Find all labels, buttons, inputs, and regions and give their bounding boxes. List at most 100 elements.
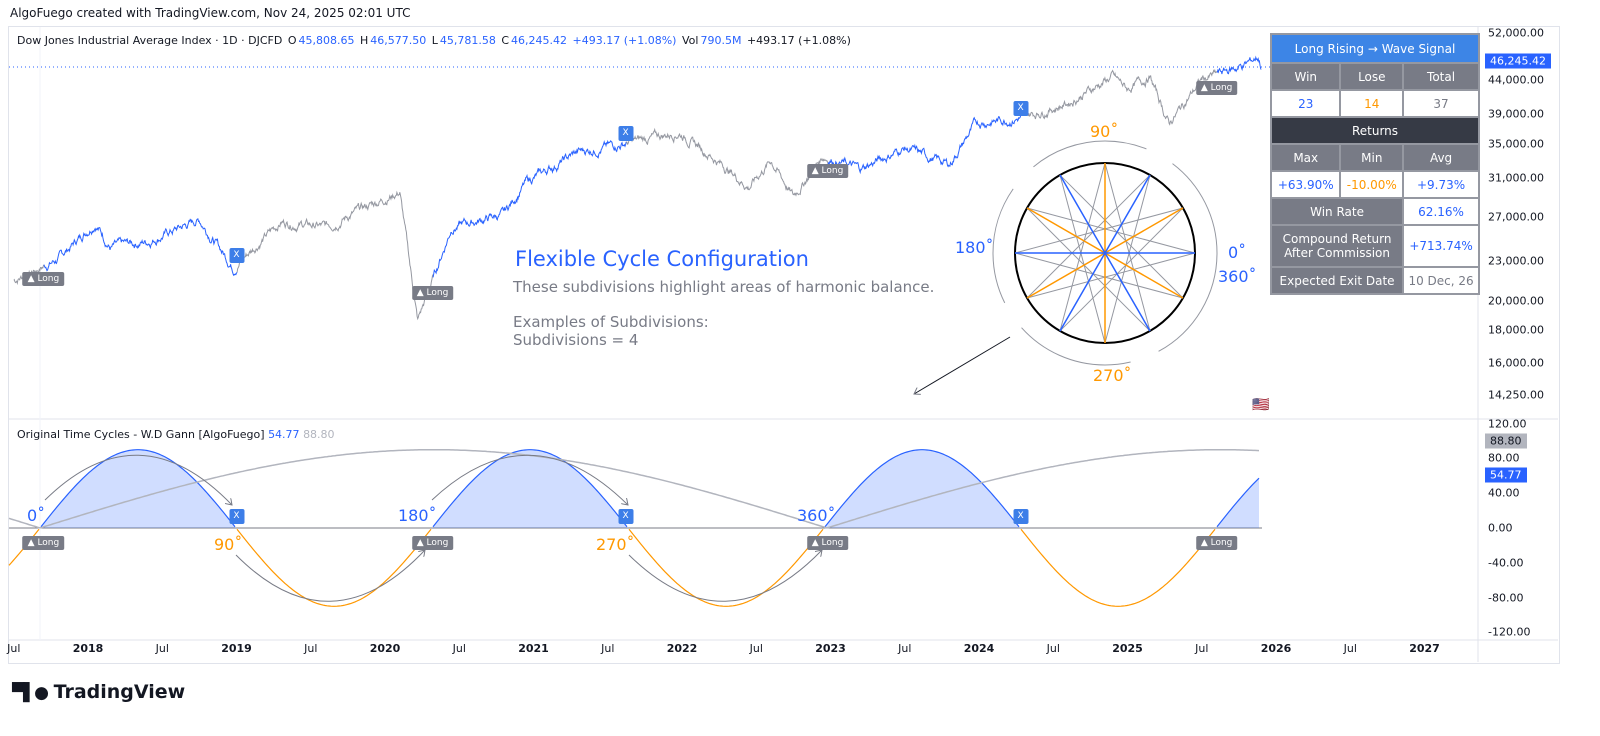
annotation-line-1: Examples of Subdivisions: — [513, 313, 709, 331]
exit-date-value: 10 Dec, 26 — [1402, 266, 1480, 295]
high-value: 46,577.50 — [370, 34, 427, 47]
cycle-label-360: 360˚ — [797, 506, 836, 525]
chart-credit: AlgoFuego created with TradingView.com, … — [10, 6, 411, 20]
circle-chord — [1026, 207, 1151, 332]
max-header: Max — [1269, 143, 1342, 172]
cycle-label-0: 0˚ — [27, 506, 46, 525]
oscillator-tick-label: -80.00 — [1488, 591, 1524, 605]
chart-frame — [8, 26, 1560, 664]
oscillator-tick-label: 80.00 — [1488, 451, 1520, 465]
exit-signal-marker[interactable]: X — [618, 126, 634, 142]
exit-date-label: Expected Exit Date — [1269, 266, 1405, 295]
compound-label-1: Compound Return — [1282, 232, 1392, 246]
long-signal-marker[interactable]: ▲ Long — [22, 272, 65, 287]
open-label: O — [287, 34, 297, 47]
time-tick-label: 2024 — [963, 642, 995, 655]
cycle-label-270: 270˚ — [596, 535, 635, 554]
price-segment — [827, 114, 1022, 175]
time-tick-label: Jul — [7, 642, 21, 655]
oscillator-exit-marker[interactable]: X — [618, 509, 634, 524]
price-segment — [626, 127, 829, 197]
us-flag-icon[interactable]: 🇺🇸 — [1252, 397, 1270, 413]
fast-cycle-fill — [825, 449, 1019, 528]
winrate-value: 62.16% — [1402, 197, 1480, 226]
tradingview-logo[interactable]: ▀▌● TradingView — [12, 681, 186, 703]
winrate-label: Win Rate — [1269, 197, 1405, 226]
price-tick-label: 23,000.00 — [1488, 254, 1544, 268]
symbol-name[interactable]: Dow Jones Industrial Average Index · 1D … — [17, 34, 283, 47]
symbol-legend: Dow Jones Industrial Average Index · 1D … — [17, 34, 853, 47]
oscillator-exit-marker[interactable]: X — [229, 509, 244, 524]
price-tick-label: 27,000.00 — [1488, 210, 1544, 223]
fast-cycle-positive — [1216, 477, 1260, 528]
time-tick-label: 2025 — [1112, 642, 1143, 655]
table-title: Long Rising → Wave Signal — [1270, 33, 1480, 64]
exit-signal-marker[interactable]: X — [229, 247, 244, 263]
oscillator-tick-label: -120.00 — [1488, 625, 1531, 639]
price-segment — [432, 139, 627, 278]
circle-label-0: 0˚ — [1228, 243, 1247, 262]
compound-value: +713.74% — [1402, 224, 1480, 268]
circle-label-180: 180˚ — [955, 238, 994, 257]
oscillator-long-marker[interactable]: ▲ Long — [1195, 536, 1238, 550]
annotation-title: Flexible Cycle Configuration — [515, 247, 809, 271]
price-tick-label: 16,000.00 — [1488, 356, 1544, 370]
fast-cycle-positive — [40, 449, 236, 528]
exit-signal-marker[interactable]: X — [1013, 100, 1029, 116]
circle-chord — [1104, 174, 1151, 344]
annotation-line-2: Subdivisions = 4 — [513, 331, 639, 349]
oscillator-value-2: 88.80 — [303, 428, 335, 441]
time-tick-label: 2019 — [221, 642, 252, 655]
fast-cycle-fill — [41, 449, 235, 528]
time-tick-label: Jul — [898, 642, 912, 655]
price-segment — [1020, 68, 1218, 126]
avg-value: +9.73% — [1402, 170, 1480, 199]
time-tick-label: 2026 — [1260, 642, 1292, 655]
oscillator-long-marker[interactable]: ▲ Long — [22, 536, 65, 550]
oscillator-long-marker[interactable]: ▲ Long — [411, 536, 454, 550]
price-segment — [236, 190, 434, 321]
fast-cycle-positive — [432, 449, 628, 528]
time-tick-label: Jul — [1195, 642, 1209, 655]
oscillator-long-marker[interactable]: ▲ Long — [806, 536, 849, 550]
last-price-tag: 46,245.42 — [1485, 53, 1551, 69]
cycle-arrow — [44, 454, 232, 505]
fast-cycle-fill — [433, 449, 627, 528]
min-header: Min — [1339, 143, 1405, 172]
oscillator-tag-2: 88.80 — [1485, 433, 1527, 449]
circle-chord — [1026, 207, 1196, 254]
long-signal-marker[interactable]: ▲ Long — [411, 286, 454, 301]
time-tick-label: Jul — [452, 642, 466, 655]
price-tick-label: 14,250.00 — [1488, 388, 1544, 402]
cycle-label-180: 180˚ — [398, 506, 437, 525]
time-tick-label: 2023 — [815, 642, 846, 655]
circle-chord — [1059, 207, 1184, 332]
volume-value: 790.5M — [700, 34, 742, 47]
compound-label-2: After Commission — [1284, 246, 1390, 260]
close-label: C — [501, 34, 510, 47]
circle-label-90: 90˚ — [1090, 122, 1119, 141]
win-value: 23 — [1269, 89, 1342, 118]
win-header: Win — [1269, 62, 1342, 91]
compound-label: Compound Return After Commission — [1269, 224, 1405, 268]
oscillator-exit-marker[interactable]: X — [1013, 509, 1029, 524]
price-tick-label: 44,000.00 — [1488, 73, 1544, 87]
long-signal-marker[interactable]: ▲ Long — [1195, 80, 1238, 95]
volume-label: Vol — [681, 34, 699, 47]
long-signal-marker[interactable]: ▲ Long — [806, 163, 849, 178]
oscillator-title[interactable]: Original Time Cycles - W.D Gann [AlgoFue… — [17, 428, 265, 441]
oscillator-tag-1: 54.77 — [1485, 467, 1527, 483]
fast-cycle-negative — [1020, 528, 1216, 607]
fast-cycle-positive — [824, 449, 1020, 528]
rotation-arrow-ring — [992, 140, 1218, 366]
tv-logo-icon: ▀▌● — [12, 683, 49, 703]
time-tick-label: 2021 — [518, 642, 549, 655]
lose-header: Lose — [1339, 62, 1405, 91]
circle-chord — [1014, 207, 1184, 254]
total-header: Total — [1402, 62, 1480, 91]
price-tick-label: 35,000.00 — [1488, 137, 1544, 151]
high-label: H — [359, 34, 369, 47]
min-value: -10.00% — [1339, 170, 1405, 199]
circle-chord — [1059, 174, 1184, 299]
oscillator-tick-label: 120.00 — [1488, 417, 1527, 431]
